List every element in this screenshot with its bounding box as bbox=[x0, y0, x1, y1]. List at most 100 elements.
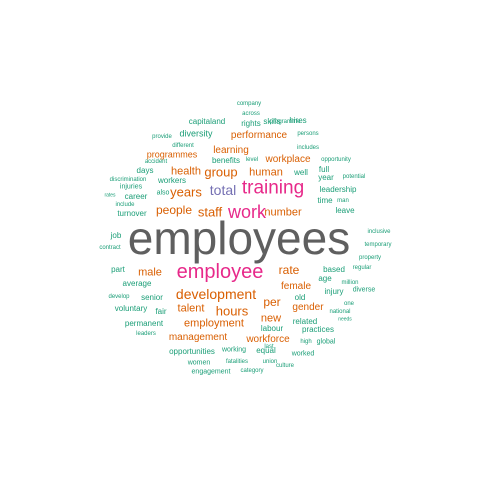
word-work: work bbox=[227, 202, 267, 222]
word-benefits: benefits bbox=[211, 156, 241, 165]
word-workforce: workforce bbox=[246, 334, 290, 345]
word-employee: employee bbox=[176, 261, 264, 283]
word-opportunities: opportunities bbox=[169, 347, 215, 356]
word-days: days bbox=[136, 166, 154, 175]
word-human: human bbox=[249, 166, 283, 179]
word-permanent: permanent bbox=[124, 319, 164, 328]
word-culture: culture bbox=[275, 363, 295, 369]
word-man: man bbox=[337, 198, 349, 204]
word-fatalities: fatalities bbox=[225, 359, 249, 365]
word-fair: fair bbox=[155, 307, 167, 316]
word-age: age bbox=[318, 274, 332, 283]
word-voluntary: voluntary bbox=[114, 304, 148, 313]
word-people: people bbox=[155, 203, 193, 217]
word-union: union bbox=[262, 359, 278, 365]
word-talent: talent bbox=[177, 302, 205, 315]
word-across: across bbox=[242, 111, 260, 117]
word-different: different bbox=[172, 143, 194, 149]
word-number: number bbox=[264, 206, 302, 219]
word-female: female bbox=[280, 281, 312, 292]
word-group: group bbox=[204, 164, 238, 180]
word-workplace: workplace bbox=[265, 154, 311, 165]
word-senior: senior bbox=[141, 293, 163, 302]
word-skills: skills bbox=[263, 117, 281, 126]
word-leave: leave bbox=[335, 206, 355, 215]
word-health: health bbox=[171, 165, 201, 178]
word-global: global bbox=[316, 338, 336, 346]
word-one: one bbox=[343, 301, 355, 307]
word-workers: workers bbox=[157, 176, 187, 185]
word-well: well bbox=[294, 168, 308, 177]
word-discrimination: discrimination bbox=[109, 177, 147, 183]
word-career: career bbox=[124, 192, 148, 201]
word-category: category bbox=[240, 368, 264, 374]
word-based: based bbox=[323, 265, 345, 274]
word-worked: worked bbox=[291, 350, 315, 358]
word-property: property bbox=[358, 255, 382, 261]
word-part: part bbox=[111, 265, 125, 274]
word-contract: contract bbox=[99, 245, 121, 251]
word-working: working bbox=[221, 346, 247, 354]
word-gender: gender bbox=[292, 302, 324, 313]
word-opportunity: opportunity bbox=[321, 157, 351, 163]
word-training: training bbox=[241, 177, 305, 199]
word-average: average bbox=[122, 279, 152, 288]
word-capitaland: capitaland bbox=[188, 117, 226, 126]
word-turnover: turnover bbox=[117, 209, 147, 218]
word-women: women bbox=[187, 359, 211, 367]
word-years: years bbox=[170, 184, 202, 200]
word-management: management bbox=[168, 332, 228, 343]
word-full: full bbox=[318, 165, 330, 174]
word-year: year bbox=[318, 173, 334, 182]
word-injuries: injuries bbox=[119, 183, 143, 191]
word-employment: employment bbox=[184, 317, 244, 330]
word-learning: learning bbox=[213, 145, 249, 156]
word-new: new bbox=[260, 312, 282, 325]
word-employees: employees bbox=[127, 212, 351, 264]
word-level: level bbox=[245, 157, 259, 163]
word-programmes: programmes bbox=[146, 149, 198, 160]
word-rates: rates bbox=[104, 192, 116, 199]
word-company: company bbox=[236, 101, 262, 107]
word-diversity: diversity bbox=[179, 128, 213, 139]
word-programme: programme bbox=[269, 119, 301, 125]
word-high: high bbox=[300, 339, 312, 345]
word-provide: provide bbox=[152, 134, 172, 140]
word-develop: develop bbox=[108, 294, 130, 300]
word-engagement: engagement bbox=[191, 368, 231, 376]
word-injury: injury bbox=[324, 287, 344, 296]
word-potential: potential bbox=[342, 174, 366, 180]
word-million: million bbox=[341, 280, 359, 286]
word-include: include bbox=[115, 202, 135, 208]
word-also: also bbox=[156, 189, 170, 197]
word-old: old bbox=[294, 293, 306, 302]
word-includes: includes bbox=[296, 145, 320, 151]
word-rights: rights bbox=[241, 119, 261, 128]
word-staff: staff bbox=[197, 204, 223, 220]
word-related: related bbox=[292, 317, 318, 326]
word-performance: performance bbox=[230, 130, 288, 141]
word-per: per bbox=[263, 295, 281, 309]
word-equal: equal bbox=[256, 346, 276, 355]
word-male: male bbox=[138, 266, 162, 279]
word-accident: accident bbox=[144, 159, 168, 165]
word-rate: rate bbox=[278, 263, 300, 277]
word-hours: hours bbox=[215, 303, 249, 319]
word-development: development bbox=[175, 286, 257, 302]
word-leadership: leadership bbox=[319, 185, 357, 194]
word-total: total bbox=[209, 182, 237, 198]
word-time: time bbox=[317, 196, 333, 205]
word-job: job bbox=[110, 231, 122, 240]
word-inclusive: inclusive bbox=[367, 229, 391, 235]
word-temporary: temporary bbox=[364, 242, 392, 248]
word-diverse: diverse bbox=[352, 286, 376, 294]
word-last: last bbox=[264, 344, 274, 350]
word-practices: practices bbox=[301, 325, 335, 334]
word-hires: hires bbox=[289, 116, 307, 125]
word-leaders: leaders bbox=[136, 331, 156, 337]
word-persons: persons bbox=[297, 131, 319, 137]
word-national: national bbox=[329, 309, 351, 315]
word-labour: labour bbox=[260, 324, 284, 333]
word-needs: needs bbox=[338, 316, 352, 323]
